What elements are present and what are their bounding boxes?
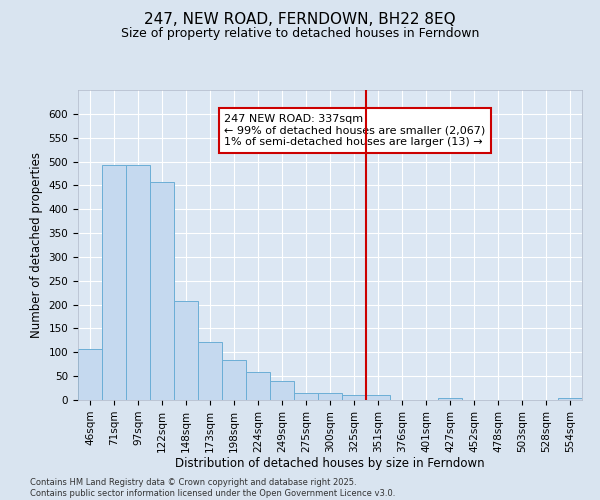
Text: 247 NEW ROAD: 337sqm
← 99% of detached houses are smaller (2,067)
1% of semi-det: 247 NEW ROAD: 337sqm ← 99% of detached h… (224, 114, 485, 147)
Y-axis label: Number of detached properties: Number of detached properties (30, 152, 43, 338)
Bar (559, 398, 581, 400)
Bar (439, 398, 461, 400)
Bar (319, 393, 341, 400)
Bar (103, 166, 125, 400)
Text: 247, NEW ROAD, FERNDOWN, BH22 8EQ: 247, NEW ROAD, FERNDOWN, BH22 8EQ (144, 12, 456, 28)
Bar (223, 360, 245, 400)
Text: Size of property relative to detached houses in Ferndown: Size of property relative to detached ho… (121, 28, 479, 40)
Bar (127, 166, 149, 400)
Text: Contains HM Land Registry data © Crown copyright and database right 2025.
Contai: Contains HM Land Registry data © Crown c… (30, 478, 395, 498)
Bar (271, 382, 293, 400)
Bar (79, 350, 101, 400)
Bar (199, 342, 221, 400)
Bar (175, 301, 197, 400)
Bar (295, 393, 317, 400)
Bar (247, 372, 269, 400)
X-axis label: Distribution of detached houses by size in Ferndown: Distribution of detached houses by size … (175, 458, 485, 470)
Bar (367, 395, 389, 400)
Bar (151, 182, 173, 400)
Bar (343, 395, 365, 400)
